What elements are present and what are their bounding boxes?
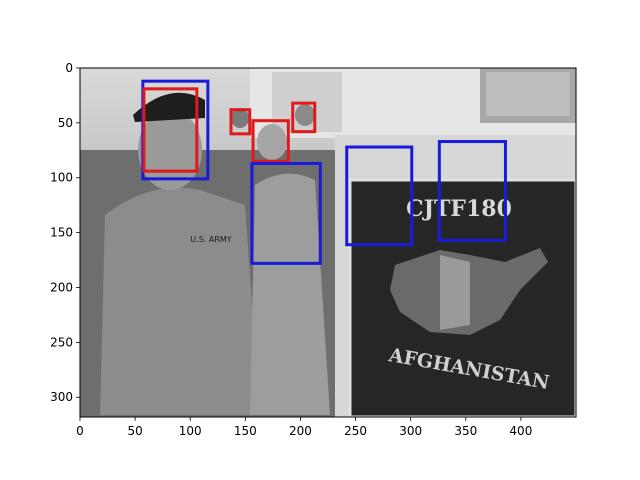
y-tick-label: 200 — [50, 280, 73, 294]
y-tick-label: 300 — [50, 390, 73, 404]
blue-bounding-box — [345, 145, 414, 247]
x-axis: 0 50 100 150 200 250 300 350 400 — [76, 417, 532, 438]
blue-bounding-box — [250, 161, 322, 265]
y-tick-label: 150 — [50, 226, 73, 240]
red-bounding-box — [229, 108, 252, 136]
y-tick-label: 100 — [50, 171, 73, 185]
y-tick-label: 250 — [50, 335, 73, 349]
x-tick-label: 250 — [344, 424, 367, 438]
photo: CJTF180 AFGHANISTAN U.S. ARMY — [80, 68, 576, 417]
y-tick-label: 0 — [65, 61, 73, 75]
uniform-tag-text: U.S. ARMY — [190, 235, 231, 244]
x-tick-label: 100 — [179, 424, 202, 438]
x-tick-label: 0 — [76, 424, 84, 438]
sign-text-cjtf: CJTF180 — [406, 196, 512, 222]
bounding-boxes — [141, 79, 507, 265]
y-tick-label: 50 — [58, 116, 73, 130]
red-bounding-box — [251, 119, 290, 163]
x-tick-label: 50 — [127, 424, 142, 438]
red-bounding-box — [291, 101, 317, 134]
x-tick-label: 200 — [289, 424, 312, 438]
x-tick-label: 350 — [454, 424, 477, 438]
x-tick-label: 300 — [399, 424, 422, 438]
y-axis: 0 50 100 150 200 250 300 — [50, 61, 80, 404]
x-tick-label: 150 — [234, 424, 257, 438]
red-bounding-box — [142, 87, 199, 173]
x-tick-label: 400 — [509, 424, 532, 438]
blue-bounding-box — [437, 140, 507, 242]
axes-frame — [79, 67, 577, 418]
